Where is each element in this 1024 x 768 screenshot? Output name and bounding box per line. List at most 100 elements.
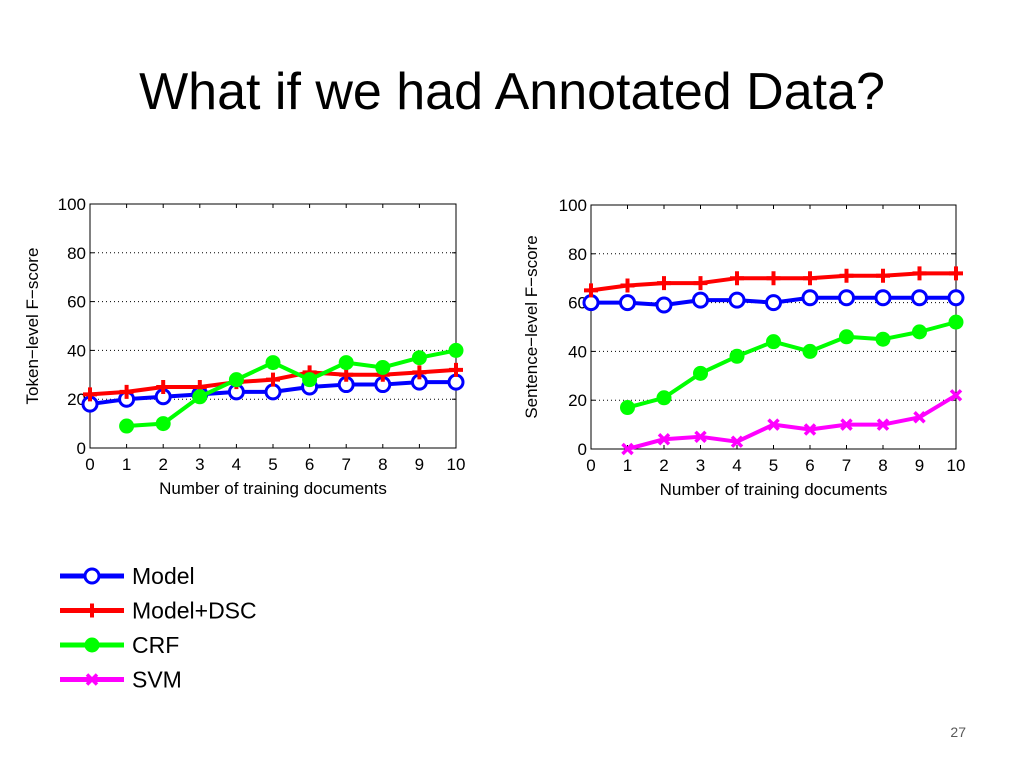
data-point-svm [840,418,853,431]
x-tick-label: 1 [623,456,632,475]
x-tick-label: 5 [268,455,277,474]
data-point-model [447,373,465,391]
page-number: 27 [950,724,966,740]
series-model [582,289,965,314]
data-point-crf [729,348,745,364]
legend-item-model-dsc: Model+DSC [60,598,257,624]
data-point-model [728,291,746,309]
legend-label-svm: SVM [132,667,182,693]
y-tick-label: 100 [559,196,587,215]
data-point-crf [693,365,708,381]
legend-label-model-dsc: Model+DSC [132,598,257,624]
data-point-crf [338,355,354,371]
legend-marker-model-dsc [85,603,99,618]
data-point-crf [375,359,391,375]
legend-marker-crf [84,637,100,653]
data-point-crf [802,343,818,359]
legend-label-model: Model [132,563,195,589]
data-point-model-dsc [730,271,744,286]
x-axis-label: Number of training documents [159,479,387,498]
data-point-model-dsc [803,271,817,286]
x-tick-label: 6 [305,455,314,474]
data-point-model [765,294,782,312]
series-line-svm [626,393,958,451]
data-point-svm [657,433,671,446]
data-point-model [911,289,928,307]
y-tick-label: 100 [58,195,86,214]
x-tick-label: 1 [122,455,131,474]
data-point-crf [875,331,891,347]
data-point-crf [656,390,672,406]
data-point-svm [621,442,634,456]
data-point-model [947,289,965,307]
y-tick-label: 20 [568,391,587,410]
x-tick-label: 10 [947,456,966,475]
y-axis-label: Sentence−level F−score [522,235,541,418]
x-tick-label: 7 [341,455,350,474]
series-crf [620,314,964,416]
data-point-crf [119,418,135,434]
data-point-crf [192,389,208,405]
x-tick-label: 0 [586,456,595,475]
data-point-svm [767,418,780,431]
series-crf [119,342,464,434]
x-tick-label: 2 [659,456,668,475]
x-tick-label: 9 [915,456,924,475]
data-point-model-dsc [876,268,890,283]
data-point-crf [448,342,464,358]
y-tick-label: 60 [568,294,587,313]
data-point-model-dsc [912,266,927,281]
data-point-model [582,294,600,312]
data-point-model [874,289,892,307]
x-tick-label: 3 [696,456,705,475]
x-tick-label: 3 [195,455,204,474]
y-tick-label: 40 [67,341,86,360]
data-point-svm [876,418,890,431]
y-tick-label: 80 [568,245,587,264]
series-svm [621,389,963,456]
data-point-model-dsc [949,266,963,281]
data-point-model-dsc [339,367,354,382]
plot-frame [590,204,957,450]
data-point-crf [620,400,635,416]
data-point-crf [839,329,854,345]
data-point-model-dsc [119,384,134,399]
data-point-model [619,294,636,312]
slide-title: What if we had Annotated Data? [139,63,885,121]
data-point-svm [730,435,744,448]
x-tick-label: 5 [769,456,778,475]
y-tick-label: 0 [77,439,86,458]
y-axis-label: Token−level F−score [23,248,42,405]
x-tick-label: 4 [732,456,741,475]
data-point-model [264,383,282,401]
data-point-model-dsc [412,365,427,380]
y-tick-label: 60 [67,293,86,312]
legend-item-svm: SVM [60,667,182,693]
series-line-crf [126,348,457,429]
legend-marker-svm [85,673,99,686]
y-tick-label: 40 [568,342,587,361]
data-point-model-dsc [266,372,280,387]
data-point-model-dsc [620,278,635,293]
data-point-crf [265,355,281,371]
data-point-model [838,289,855,307]
data-point-model [655,296,673,314]
data-point-model [801,289,819,307]
data-point-svm [913,411,926,424]
x-tick-label: 7 [842,456,851,475]
data-point-crf [948,314,964,330]
data-point-crf [302,372,318,388]
legend-item-crf: CRF [60,632,179,658]
legend-item-model: Model [60,563,195,589]
legend-label-crf: CRF [132,632,179,658]
x-tick-label: 2 [158,455,167,474]
data-point-model-dsc [766,271,781,286]
x-tick-label: 6 [805,456,814,475]
x-tick-label: 0 [85,455,94,474]
x-tick-label: 8 [378,455,387,474]
y-tick-label: 0 [578,440,587,459]
y-tick-label: 80 [67,244,86,263]
